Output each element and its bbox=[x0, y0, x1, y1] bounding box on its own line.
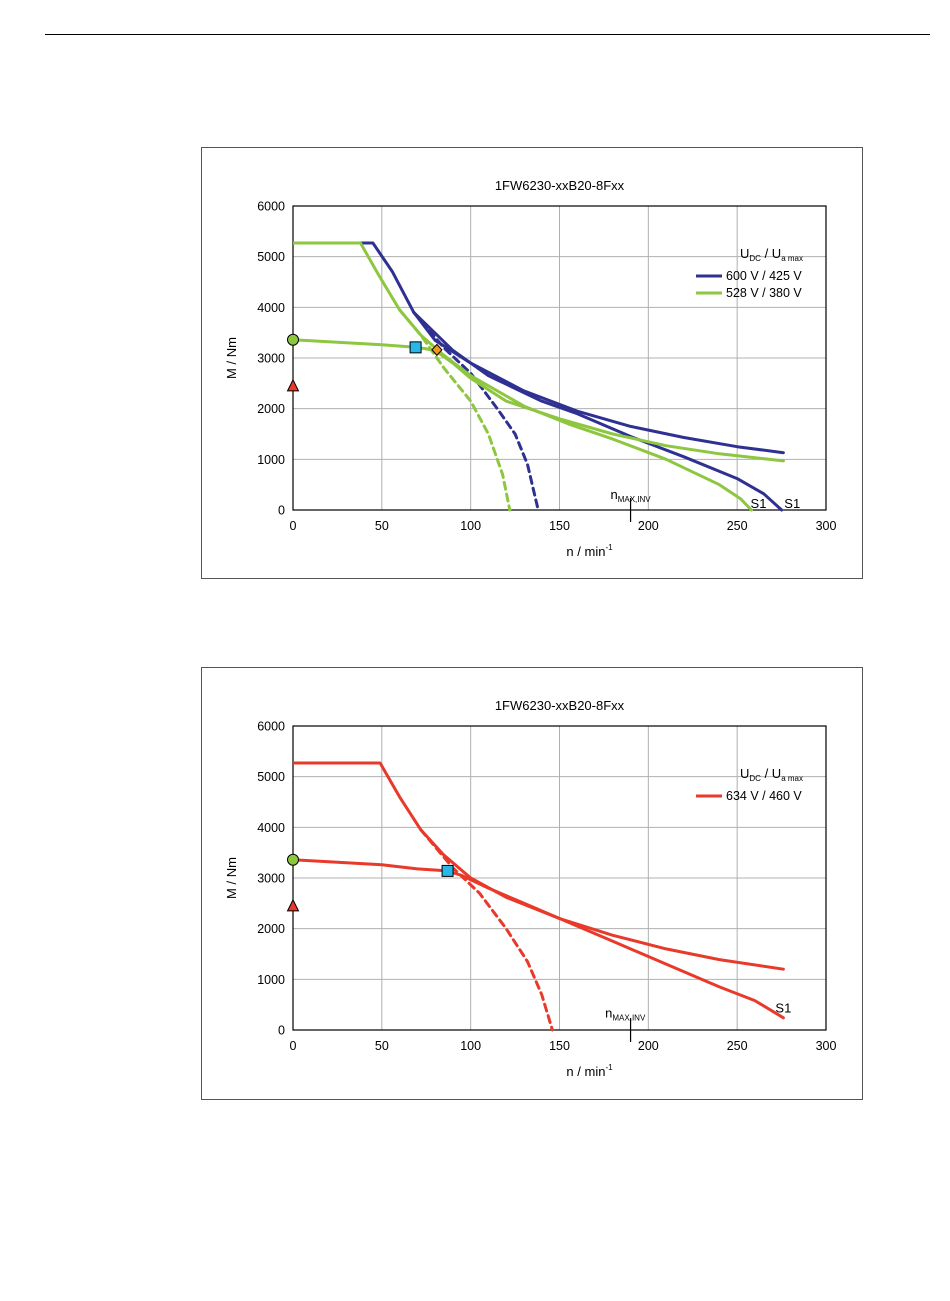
annotation-main: S1 bbox=[784, 496, 800, 511]
y-tick-label: 1000 bbox=[257, 973, 285, 987]
x-axis-label-sup: -1 bbox=[605, 1063, 613, 1072]
series-group bbox=[293, 761, 785, 1032]
series-line-2-2 bbox=[293, 241, 753, 512]
annotation-sub: MAX,INV bbox=[612, 1013, 646, 1022]
y-tick-label: 0 bbox=[278, 1024, 285, 1038]
legend-header-main2: U bbox=[772, 766, 781, 781]
y-tick-label: 2000 bbox=[257, 402, 285, 416]
x-axis-label: n / min-1 bbox=[566, 543, 613, 559]
series-line-1-2 bbox=[412, 310, 784, 512]
chart-title: 1FW6230-xxB20-8Fxx bbox=[495, 178, 625, 193]
nmax-annotation: nMAX,INV bbox=[605, 1005, 646, 1022]
legend-header: UDC / Ua max bbox=[740, 246, 803, 263]
y-tick-label: 5000 bbox=[257, 770, 285, 784]
x-tick-label: 300 bbox=[816, 519, 837, 533]
y-tick-label: 5000 bbox=[257, 250, 285, 264]
series-line-2-3-dashed bbox=[398, 308, 512, 512]
s1-annotation: S1 bbox=[784, 496, 800, 511]
y-tick-label: 3000 bbox=[257, 352, 285, 366]
x-axis-label-main: n / min bbox=[566, 544, 605, 559]
y-tick-label: 6000 bbox=[257, 200, 285, 214]
x-axis-label-sup: -1 bbox=[605, 543, 613, 552]
series-line-1-3-dashed bbox=[412, 310, 540, 512]
annotation-main: S1 bbox=[751, 496, 767, 511]
y-tick-label: 4000 bbox=[257, 821, 285, 835]
x-tick-label: 150 bbox=[549, 1039, 570, 1053]
x-tick-label: 100 bbox=[460, 1039, 481, 1053]
series-line-1-1 bbox=[293, 241, 785, 455]
y-tick-label: 1000 bbox=[257, 453, 285, 467]
legend-header-main1: U bbox=[740, 246, 749, 261]
square-marker bbox=[409, 341, 422, 354]
series-line-1-2 bbox=[293, 858, 785, 1020]
legend-header-main1: U bbox=[740, 766, 749, 781]
x-tick-label: 50 bbox=[375, 1039, 389, 1053]
series-group bbox=[293, 241, 785, 512]
annotation-main: S1 bbox=[775, 1001, 791, 1016]
y-axis-label: M / Nm bbox=[224, 857, 239, 899]
y-tick-label: 0 bbox=[278, 504, 285, 518]
top-rule bbox=[45, 34, 930, 35]
legend-header-sub2: a max bbox=[781, 774, 803, 783]
legend-header-main2: U bbox=[772, 246, 781, 261]
circle-marker bbox=[287, 853, 299, 866]
annotation-sub: MAX,INV bbox=[618, 495, 652, 504]
triangle-marker bbox=[286, 898, 300, 912]
diamond-marker bbox=[431, 343, 443, 357]
x-tick-label: 200 bbox=[638, 1039, 659, 1053]
plot-frame bbox=[292, 725, 827, 1031]
x-tick-label: 250 bbox=[727, 519, 748, 533]
square-marker bbox=[441, 864, 454, 877]
y-axis-label: M / Nm bbox=[224, 337, 239, 379]
torque-speed-chart-2: 1FW6230-xxB20-8Fxx 0 50 100 150 200 250 300 0 100… bbox=[201, 667, 863, 1100]
y-tick-label: 4000 bbox=[257, 301, 285, 315]
legend-label: 528 V / 380 V bbox=[726, 286, 802, 300]
triangle-marker bbox=[286, 378, 300, 392]
legend-header: UDC / Ua max bbox=[740, 766, 803, 783]
legend-header-sub1: DC bbox=[749, 254, 761, 263]
legend-header-sub2: a max bbox=[781, 254, 803, 263]
x-axis-label-main: n / min bbox=[566, 1064, 605, 1079]
y-tick-label: 6000 bbox=[257, 720, 285, 734]
s1-annotation: S1 bbox=[751, 496, 767, 511]
x-tick-label: 0 bbox=[290, 519, 297, 533]
legend-label: 600 V / 425 V bbox=[726, 269, 802, 283]
x-tick-label: 0 bbox=[290, 1039, 297, 1053]
x-tick-label: 250 bbox=[727, 1039, 748, 1053]
x-tick-label: 150 bbox=[549, 519, 570, 533]
legend-header-sep: / bbox=[761, 246, 772, 261]
series-line-1-3-dashed bbox=[419, 828, 554, 1032]
nmax-annotation: nMAX,INV bbox=[610, 487, 651, 504]
legend-header-sep: / bbox=[761, 766, 772, 781]
y-tick-label: 3000 bbox=[257, 872, 285, 886]
series-line-1-1 bbox=[293, 761, 785, 971]
x-tick-label: 100 bbox=[460, 519, 481, 533]
circle-marker bbox=[287, 333, 299, 346]
x-tick-label: 300 bbox=[816, 1039, 837, 1053]
y-tick-label: 2000 bbox=[257, 922, 285, 936]
legend-header-sub1: DC bbox=[749, 774, 761, 783]
annotation-main: n bbox=[610, 487, 617, 502]
annotation-main: n bbox=[605, 1005, 612, 1020]
plot-frame bbox=[292, 205, 827, 511]
x-tick-label: 50 bbox=[375, 519, 389, 533]
x-tick-label: 200 bbox=[638, 519, 659, 533]
s1-annotation: S1 bbox=[775, 1001, 791, 1016]
legend-label: 634 V / 460 V bbox=[726, 789, 802, 803]
x-axis-label: n / min-1 bbox=[566, 1063, 613, 1079]
chart-title: 1FW6230-xxB20-8Fxx bbox=[495, 698, 625, 713]
torque-speed-chart-1: 1FW6230-xxB20-8Fxx 0 50 100 150 200 250 300 0 100… bbox=[201, 147, 863, 579]
